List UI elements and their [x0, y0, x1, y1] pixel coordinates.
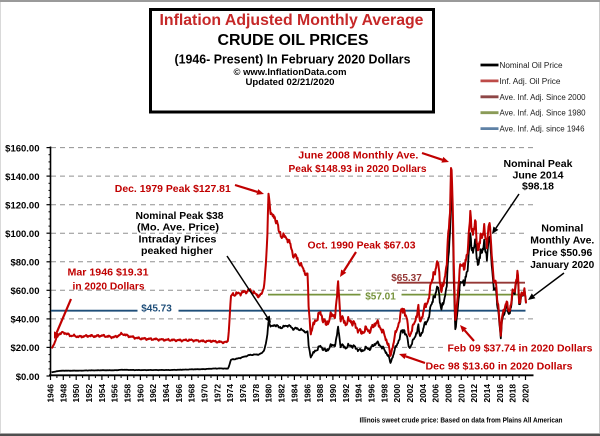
svg-text:1948: 1948 — [58, 384, 68, 403]
svg-text:1982: 1982 — [277, 384, 287, 403]
svg-text:$120.00: $120.00 — [5, 201, 39, 212]
svg-text:1964: 1964 — [161, 384, 171, 403]
svg-text:$140.00: $140.00 — [5, 172, 39, 183]
svg-text:Feb 09 $37.74 in 2020 Dollars: Feb 09 $37.74 in 2020 Dollars — [448, 344, 593, 355]
svg-text:Inflation Adjusted Monthly Ave: Inflation Adjusted Monthly Average — [160, 12, 424, 29]
svg-text:Ave. Inf. Adj. since 1946: Ave. Inf. Adj. since 1946 — [500, 124, 585, 134]
svg-text:June 2014: June 2014 — [513, 170, 564, 181]
svg-text:$57.01: $57.01 — [365, 291, 396, 302]
svg-text:January 2020: January 2020 — [530, 260, 594, 271]
svg-text:1954: 1954 — [97, 384, 107, 403]
svg-text:Mar 1946 $19.31: Mar 1946 $19.31 — [68, 268, 149, 279]
svg-text:Peak $148.93 in 2020 Dollars: Peak $148.93 in 2020 Dollars — [289, 164, 427, 175]
svg-text:1996: 1996 — [366, 384, 376, 403]
svg-text:2000: 2000 — [392, 384, 402, 403]
svg-text:Ave. Inf. Adj. Since 2000: Ave. Inf. Adj. Since 2000 — [500, 92, 586, 102]
svg-text:1988: 1988 — [315, 384, 325, 403]
svg-text:Ave. Inf. Adj. Since 1980: Ave. Inf. Adj. Since 1980 — [500, 108, 586, 118]
svg-text:CRUDE OIL PRICES: CRUDE OIL PRICES — [218, 32, 369, 49]
svg-text:1974: 1974 — [225, 384, 235, 403]
svg-text:2004: 2004 — [418, 384, 428, 403]
svg-text:2010: 2010 — [456, 384, 466, 403]
svg-text:1962: 1962 — [148, 384, 158, 403]
svg-text:Dec. 1979 Peak $127.81: Dec. 1979 Peak $127.81 — [115, 184, 231, 195]
svg-text:1956: 1956 — [110, 384, 120, 403]
svg-text:1992: 1992 — [341, 384, 351, 403]
svg-text:1978: 1978 — [251, 384, 261, 403]
svg-text:1950: 1950 — [71, 384, 81, 403]
svg-text:Nominal Oil Price: Nominal Oil Price — [500, 60, 563, 70]
svg-text:2018: 2018 — [508, 384, 518, 403]
svg-text:$40.00: $40.00 — [10, 315, 39, 326]
svg-text:$20.00: $20.00 — [10, 343, 39, 354]
svg-text:1946: 1946 — [46, 384, 56, 403]
svg-text:$100.00: $100.00 — [5, 229, 39, 240]
svg-text:Nominal Peak $38: Nominal Peak $38 — [136, 211, 224, 222]
svg-text:$0.00: $0.00 — [16, 372, 40, 383]
svg-text:1976: 1976 — [238, 384, 248, 403]
svg-text:1960: 1960 — [135, 384, 145, 403]
svg-text:1952: 1952 — [84, 384, 94, 403]
svg-text:(Mo. Ave. Price): (Mo. Ave. Price) — [137, 223, 219, 234]
svg-text:2008: 2008 — [444, 384, 454, 403]
svg-text:$45.73: $45.73 — [141, 304, 172, 315]
svg-text:Inf. Adj. Oil Price: Inf. Adj. Oil Price — [500, 76, 561, 86]
svg-text:Monthly Ave.: Monthly Ave. — [530, 236, 594, 247]
svg-text:1972: 1972 — [212, 384, 222, 403]
svg-text:2006: 2006 — [431, 384, 441, 403]
svg-text:1994: 1994 — [354, 384, 364, 403]
svg-text:1990: 1990 — [328, 384, 338, 403]
svg-text:1986: 1986 — [302, 384, 312, 403]
svg-text:Illinois sweet crude price: Ba: Illinois sweet crude price: Based on dat… — [360, 415, 563, 424]
svg-text:$80.00: $80.00 — [10, 258, 39, 269]
svg-text:Nominal: Nominal — [541, 224, 583, 235]
svg-text:1998: 1998 — [379, 384, 389, 403]
svg-text:1970: 1970 — [200, 384, 210, 403]
svg-text:Oct. 1990 Peak $67.03: Oct. 1990 Peak $67.03 — [308, 241, 416, 252]
svg-text:Intraday Prices: Intraday Prices — [139, 234, 217, 245]
svg-text:Dec 98 $13.60 in 2020 Dollars: Dec 98 $13.60 in 2020 Dollars — [426, 361, 573, 372]
svg-text:peaked higher: peaked higher — [141, 246, 213, 257]
svg-text:Updated 02/21/2020: Updated 02/21/2020 — [246, 77, 335, 88]
svg-text:1980: 1980 — [264, 384, 274, 403]
svg-text:2002: 2002 — [405, 384, 415, 403]
svg-text:1966: 1966 — [174, 384, 184, 403]
svg-text:1984: 1984 — [289, 384, 299, 403]
svg-text:$60.00: $60.00 — [10, 286, 39, 297]
svg-text:2014: 2014 — [482, 384, 492, 403]
svg-text:2012: 2012 — [469, 384, 479, 403]
svg-text:$65.37: $65.37 — [391, 273, 422, 284]
svg-text:2016: 2016 — [495, 384, 505, 403]
svg-text:© www.InflationData.com: © www.InflationData.com — [234, 67, 347, 78]
svg-text:1958: 1958 — [123, 384, 133, 403]
svg-text:Price $50.96: Price $50.96 — [532, 248, 592, 259]
svg-text:in 2020 Dollars: in 2020 Dollars — [73, 282, 145, 293]
svg-text:June 2008 Monthly Ave.: June 2008 Monthly Ave. — [298, 151, 418, 162]
svg-text:(1946- Present) In February 20: (1946- Present) In February 2020 Dollars — [175, 51, 411, 66]
svg-text:2020: 2020 — [521, 384, 531, 403]
svg-text:Nominal Peak: Nominal Peak — [504, 159, 573, 170]
svg-text:$98.18: $98.18 — [522, 182, 554, 193]
svg-text:$160.00: $160.00 — [5, 143, 39, 154]
svg-text:1968: 1968 — [187, 384, 197, 403]
